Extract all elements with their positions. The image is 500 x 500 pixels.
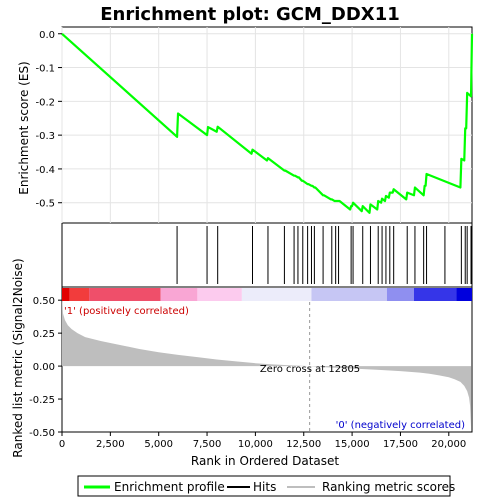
metric-tick-label-4: -0.50	[29, 428, 55, 439]
metric-tick-label-2: 0.00	[33, 362, 55, 373]
x-tick-label-8: 20,000	[431, 439, 466, 450]
legend-metric-label: Ranking metric scores	[322, 480, 455, 494]
legend-box	[77, 475, 451, 497]
heat-segment-5	[241, 288, 312, 301]
heat-segment-0	[62, 288, 70, 301]
es-tick-label-1: -0.1	[35, 64, 55, 75]
heat-segment-2	[89, 288, 161, 301]
chart-title: Enrichment plot: GCM_DDX11	[100, 4, 400, 25]
legend-profile-label: Enrichment profile	[114, 480, 225, 494]
metric-tick-label-1: 0.25	[33, 329, 55, 340]
heat-segment-6	[311, 288, 387, 301]
es-tick-label-5: -0.5	[35, 199, 55, 210]
heat-segment-7	[386, 288, 414, 301]
heat-segment-3	[160, 288, 198, 301]
x-tick-label-3: 7,500	[193, 439, 222, 450]
x-tick-label-0: 0	[59, 439, 65, 450]
legend-hits-label: Hits	[253, 480, 276, 494]
es-tick-label-2: -0.2	[35, 97, 55, 108]
x-axis-label: Rank in Ordered Dataset	[191, 454, 339, 468]
ranking-metric-area	[62, 292, 472, 427]
x-tick-label-7: 17,500	[383, 439, 418, 450]
es-tick-label-3: -0.3	[35, 131, 55, 142]
es-y-axis-label: Enrichment score (ES)	[17, 61, 31, 194]
axis-ticks: 0.0 -0.1 -0.2 -0.3 -0.4 -0.5 0.50 0.25 0.00 -0.25…	[29, 30, 466, 450]
x-tick-label-6: 15,000	[335, 439, 370, 450]
enrichment-profile-line	[61, 32, 474, 214]
x-tick-label-4: 10,000	[238, 439, 273, 450]
rank-heat-bar	[62, 288, 472, 301]
heat-segment-4	[197, 288, 242, 301]
heat-segment-1	[69, 288, 90, 301]
metric-tick-label-3: -0.25	[29, 395, 55, 406]
positive-correlation-label: '1' (positively correlated)	[64, 306, 189, 317]
x-tick-label-2: 5,000	[144, 439, 173, 450]
ranking-metric-fill	[62, 292, 472, 427]
zero-cross-label: Zero cross at 12805	[260, 364, 360, 375]
x-tick-label-1: 2,500	[96, 439, 125, 450]
hit-marks	[176, 226, 472, 284]
metric-y-axis-label: Ranked list metric (Signal2Noise)	[11, 258, 25, 457]
legend: Enrichment profile Hits Ranking metric s…	[77, 475, 455, 497]
negative-correlation-label: '0' (negatively correlated)	[336, 420, 465, 431]
heat-segment-8	[413, 288, 457, 301]
es-grid	[61, 27, 472, 223]
heat-segment-9	[456, 288, 472, 301]
es-tick-label-4: -0.4	[35, 165, 55, 176]
enrichment-profile-polyline	[61, 32, 474, 214]
hits-panel	[61, 222, 473, 288]
es-tick-label-0: 0.0	[39, 30, 55, 41]
x-tick-label-5: 12,500	[286, 439, 321, 450]
metric-tick-label-0: 0.50	[33, 296, 55, 307]
es-panel	[61, 26, 473, 224]
